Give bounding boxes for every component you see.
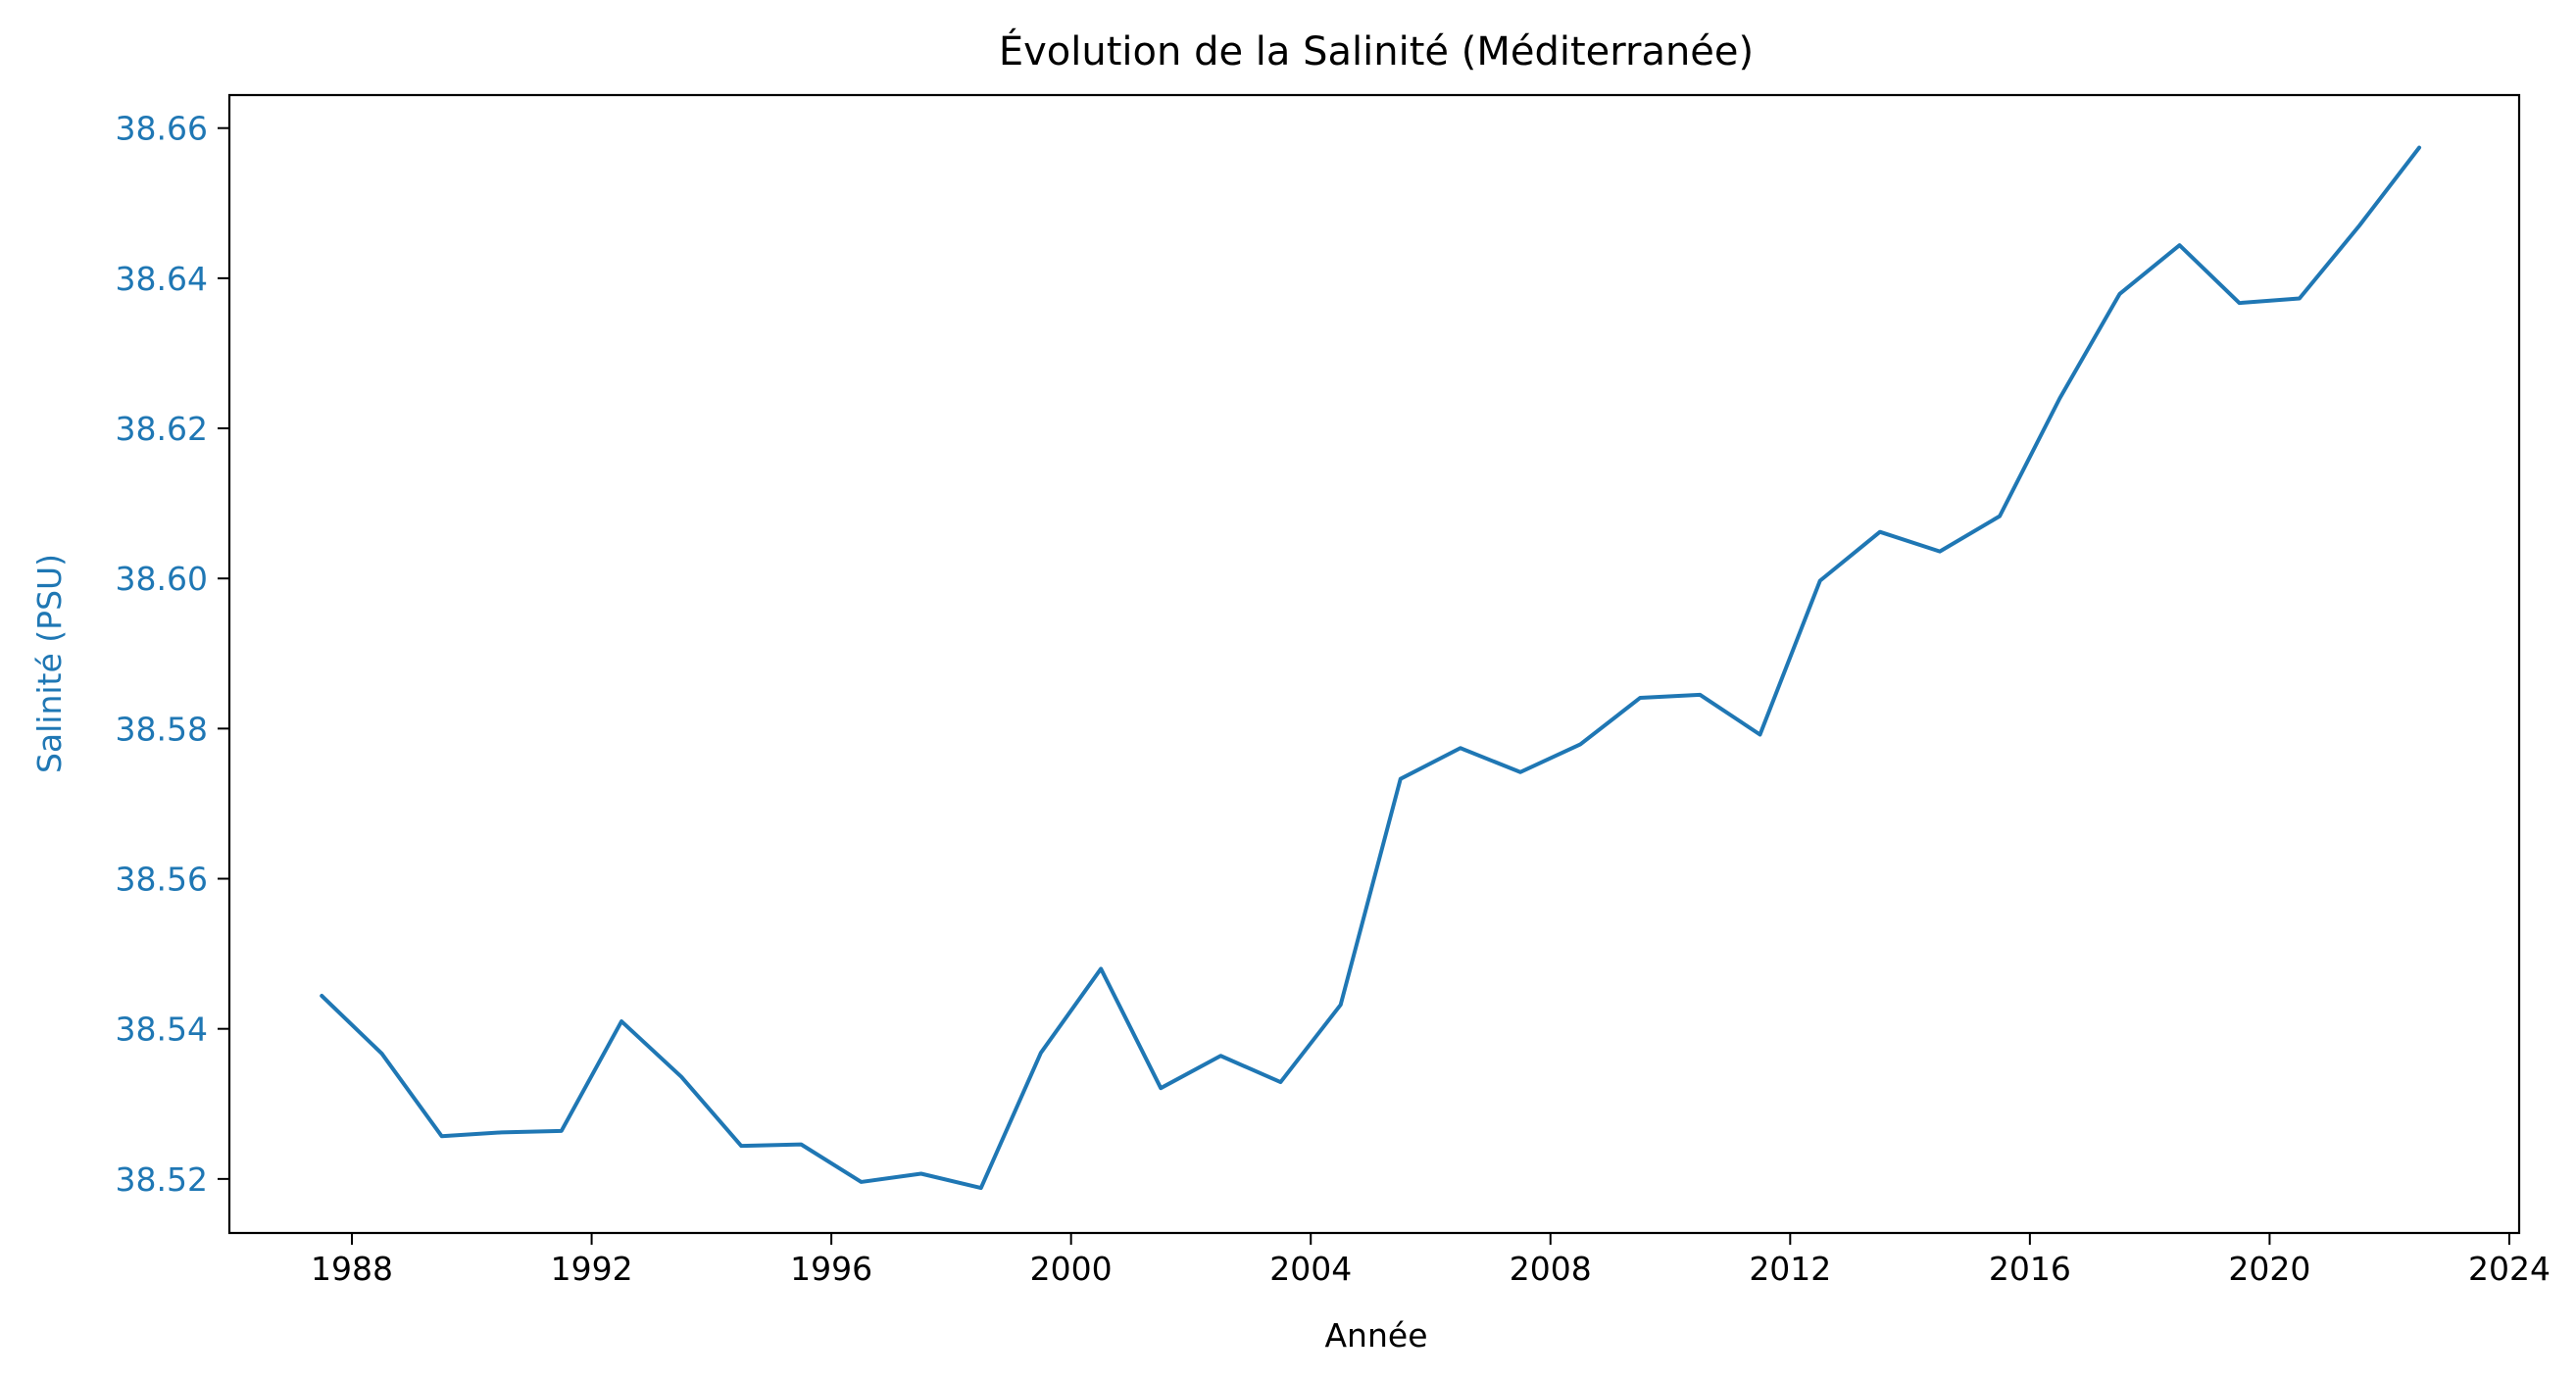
- x-tick-label: 2000: [1030, 1250, 1113, 1288]
- data-point: [1818, 578, 1822, 582]
- y-axis: 38.52 38.54 38.56 38.58 38.60 38.62 38.64 38.66: [116, 110, 229, 1199]
- data-point: [560, 1129, 564, 1133]
- data-point: [1459, 746, 1462, 750]
- data-point: [739, 1144, 743, 1148]
- y-tick-label: 38.60: [116, 560, 208, 598]
- y-tick-label: 38.62: [116, 410, 208, 448]
- series-line: [320, 145, 2422, 1191]
- data-point: [979, 1186, 983, 1190]
- data-point: [1698, 693, 1702, 697]
- data-point: [440, 1134, 444, 1138]
- chart-title: Évolution de la Salinité (Méditerranée): [999, 27, 1754, 74]
- data-point: [2117, 292, 2121, 296]
- data-point: [679, 1075, 683, 1079]
- data-point: [1938, 550, 1942, 554]
- x-tick-label: 2012: [1749, 1250, 1831, 1288]
- y-tick-label: 38.58: [116, 710, 208, 748]
- plot-area: 1988 1992 1996 2000 2004 2008 2012 2016 2020 2024…: [116, 93, 2551, 1288]
- y-tick-label: 38.66: [116, 110, 208, 148]
- data-point: [2178, 243, 2182, 247]
- data-point: [2417, 146, 2421, 150]
- x-tick-label: 2024: [2468, 1250, 2551, 1288]
- x-tick-label: 2016: [1989, 1250, 2071, 1288]
- y-tick-label: 38.54: [116, 1010, 208, 1049]
- y-axis-label: Salinité (PSU): [30, 554, 69, 773]
- x-tick-label: 2008: [1510, 1250, 1592, 1288]
- series-layer: [320, 145, 2422, 1191]
- data-point: [1399, 777, 1403, 781]
- x-tick-label: 2020: [2228, 1250, 2310, 1288]
- data-point: [2298, 297, 2302, 301]
- data-point: [1578, 742, 1582, 746]
- y-tick-label: 38.52: [116, 1160, 208, 1199]
- data-point: [1159, 1086, 1163, 1090]
- data-point: [1638, 696, 1642, 700]
- data-point: [379, 1052, 383, 1056]
- x-axis: 1988 1992 1996 2000 2004 2008 2012 2016 2020 2024: [311, 1233, 2551, 1288]
- data-point: [1099, 966, 1103, 970]
- plot-frame: [227, 93, 2521, 1235]
- data-point: [500, 1130, 504, 1134]
- data-point: [1278, 1080, 1282, 1084]
- data-point: [1878, 530, 1882, 534]
- data-point: [1218, 1054, 1222, 1058]
- x-tick-label: 1996: [790, 1250, 872, 1288]
- data-point: [1759, 732, 1762, 736]
- y-tick-label: 38.64: [116, 260, 208, 298]
- x-tick-label: 1992: [551, 1250, 633, 1288]
- data-point: [2057, 396, 2061, 400]
- data-point: [1339, 1003, 1343, 1007]
- data-point: [320, 994, 323, 998]
- data-point: [799, 1143, 803, 1147]
- y-tick-label: 38.56: [116, 861, 208, 899]
- data-point: [1039, 1051, 1043, 1055]
- data-point: [860, 1180, 864, 1184]
- data-point: [1998, 515, 2002, 518]
- data-point: [2238, 301, 2242, 305]
- x-tick-label: 2004: [1269, 1250, 1352, 1288]
- data-point: [619, 1019, 623, 1023]
- x-axis-label: Année: [1324, 1316, 1427, 1355]
- data-point: [919, 1171, 923, 1175]
- data-point: [1518, 770, 1522, 774]
- x-tick-label: 1988: [311, 1250, 393, 1288]
- data-point: [2357, 223, 2361, 227]
